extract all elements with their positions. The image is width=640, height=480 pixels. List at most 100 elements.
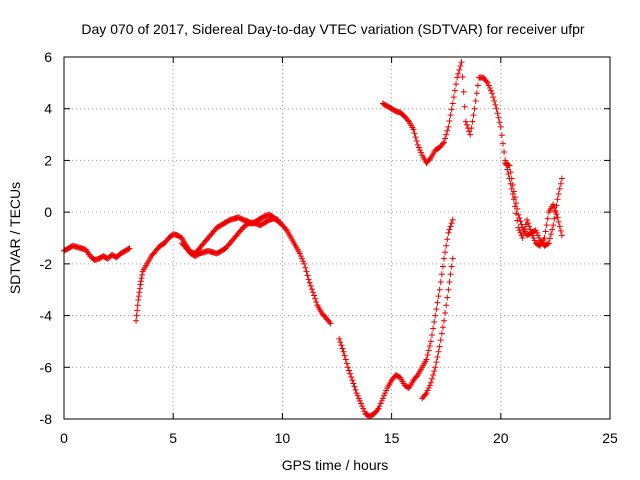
data-point	[431, 368, 438, 375]
data-point	[467, 131, 474, 138]
data-point	[125, 245, 132, 252]
data-point	[472, 97, 479, 104]
data-point	[133, 312, 140, 319]
data-point	[137, 281, 144, 288]
data-point	[430, 372, 437, 379]
data-point	[550, 201, 557, 208]
data-point	[344, 364, 351, 371]
data-point	[557, 227, 564, 234]
data-points	[61, 59, 565, 420]
data-point	[436, 286, 443, 293]
data-point	[497, 123, 504, 130]
data-point	[554, 196, 561, 203]
data-point	[555, 218, 562, 225]
data-point	[347, 370, 354, 377]
data-point	[427, 338, 434, 345]
data-point	[447, 223, 454, 230]
data-point	[543, 222, 550, 229]
data-point	[313, 298, 320, 305]
data-point	[299, 255, 306, 262]
data-point	[441, 139, 448, 146]
data-point	[542, 228, 549, 235]
data-point	[474, 82, 481, 89]
data-point	[135, 293, 142, 300]
data-point	[447, 112, 454, 119]
data-point	[374, 406, 381, 413]
data-point	[439, 324, 446, 331]
data-point	[494, 110, 501, 117]
data-point	[548, 231, 555, 238]
data-point	[338, 342, 345, 349]
data-point	[509, 181, 516, 188]
data-point	[445, 123, 452, 130]
data-point	[413, 373, 420, 380]
data-point	[423, 390, 430, 397]
data-point	[433, 306, 440, 313]
data-point	[380, 392, 387, 399]
plot-frame	[63, 56, 611, 420]
data-point	[341, 352, 348, 359]
data-point	[126, 245, 133, 252]
data-point	[134, 302, 141, 309]
data-point	[495, 114, 502, 121]
y-tick-label: 2	[44, 152, 52, 168]
y-tick-label: -4	[40, 308, 53, 324]
data-point	[296, 250, 303, 257]
data-point	[470, 112, 477, 119]
data-point	[442, 249, 449, 256]
data-point	[359, 403, 366, 410]
data-point	[516, 227, 523, 234]
data-point	[434, 299, 441, 306]
data-point	[448, 106, 455, 113]
data-point	[509, 191, 516, 198]
data-point	[416, 147, 423, 154]
data-point	[437, 278, 444, 285]
data-point	[439, 140, 446, 147]
data-point	[138, 275, 145, 282]
data-point	[454, 74, 461, 81]
data-point	[552, 209, 559, 216]
data-point	[441, 317, 448, 324]
y-tick-label: -2	[40, 256, 53, 272]
x-tick-label: 25	[602, 430, 618, 446]
data-point	[468, 125, 475, 132]
data-point	[461, 103, 468, 110]
data-point	[342, 356, 349, 363]
data-point	[426, 342, 433, 349]
x-tick-label: 20	[493, 430, 509, 446]
data-point	[377, 400, 384, 407]
series-segment-7	[502, 160, 565, 249]
data-point	[508, 175, 515, 182]
x-tick-label: 15	[384, 430, 400, 446]
data-point	[443, 302, 450, 309]
data-point	[414, 141, 421, 148]
data-point	[506, 162, 513, 169]
data-point	[517, 229, 524, 236]
x-axis-label: GPS time / hours	[282, 457, 389, 473]
data-point	[282, 225, 289, 232]
data-point	[519, 235, 526, 241]
data-point	[340, 348, 347, 355]
data-point	[382, 390, 389, 397]
data-point	[533, 229, 540, 236]
data-point	[493, 105, 500, 112]
data-point	[306, 279, 313, 286]
series-segment-6	[379, 59, 565, 249]
data-point	[490, 94, 497, 101]
data-point	[432, 364, 439, 371]
data-point	[453, 81, 460, 88]
data-point	[422, 391, 429, 398]
data-point	[530, 235, 537, 241]
data-point	[544, 215, 551, 222]
data-point	[432, 312, 439, 319]
data-point	[297, 253, 304, 260]
data-point	[336, 335, 343, 342]
data-point	[312, 295, 319, 302]
data-point	[426, 156, 433, 163]
series-segment-2	[133, 211, 334, 327]
axis-ticks: 0 5 10 15 20 25 -8 -6 -4 -2 0 2 4 6	[40, 49, 618, 446]
data-point	[448, 220, 455, 227]
data-point	[471, 105, 478, 112]
data-point	[526, 223, 533, 230]
data-point	[558, 232, 565, 239]
